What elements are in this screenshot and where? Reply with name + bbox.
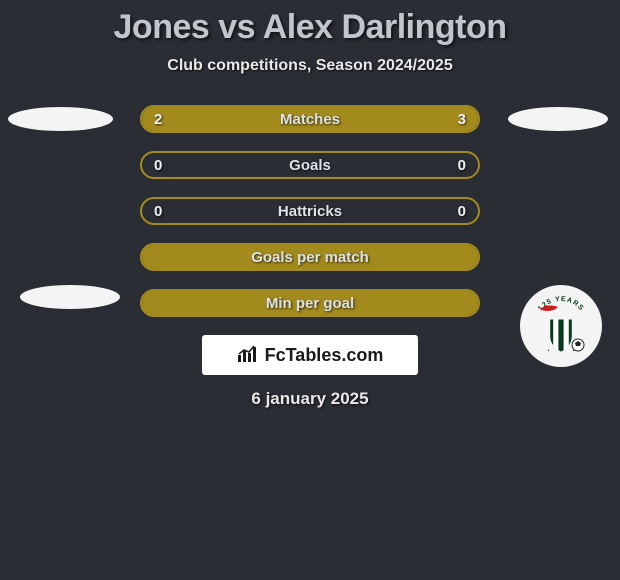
stat-bar: 0 Goals 0: [140, 151, 480, 179]
player-badge-right-icon: [508, 107, 608, 131]
stat-label: Hattricks: [278, 203, 342, 220]
stat-row-goals: 0 Goals 0: [0, 151, 620, 179]
stat-row-gpm: Goals per match: [0, 243, 620, 271]
comparison-card: Jones vs Alex Darlington Club competitio…: [0, 0, 620, 409]
page-title: Jones vs Alex Darlington: [0, 8, 620, 47]
stat-value-right: 3: [458, 111, 466, 128]
stat-label: Min per goal: [266, 295, 354, 312]
stat-value-left: 2: [154, 111, 162, 128]
stat-row-matches: 2 Matches 3: [0, 105, 620, 133]
footer-date: 6 january 2025: [0, 389, 620, 409]
stat-bar: 0 Hattricks 0: [140, 197, 480, 225]
watermark-text: FcTables.com: [265, 345, 384, 366]
stat-value-left: 0: [154, 157, 162, 174]
stats-area: 2 Matches 3 0 Goals 0 0 Hattricks 0: [0, 105, 620, 317]
player-badge-left-icon: [8, 107, 113, 131]
stat-value-right: 0: [458, 157, 466, 174]
stat-row-hattricks: 0 Hattricks 0: [0, 197, 620, 225]
stat-label: Goals per match: [251, 249, 369, 266]
watermark: FcTables.com: [202, 335, 418, 375]
stat-label: Goals: [289, 157, 331, 174]
stat-bar: 2 Matches 3: [140, 105, 480, 133]
stat-value-right: 0: [458, 203, 466, 220]
page-subtitle: Club competitions, Season 2024/2025: [0, 57, 620, 75]
stat-bar: Goals per match: [140, 243, 480, 271]
stat-bar: Min per goal: [140, 289, 480, 317]
bar-chart-icon: [237, 345, 259, 368]
club-badge-left-icon: [20, 285, 120, 309]
stat-label: Matches: [280, 111, 340, 128]
club-crest-right-icon: 125 YEARS: [520, 285, 602, 367]
stat-value-left: 0: [154, 203, 162, 220]
